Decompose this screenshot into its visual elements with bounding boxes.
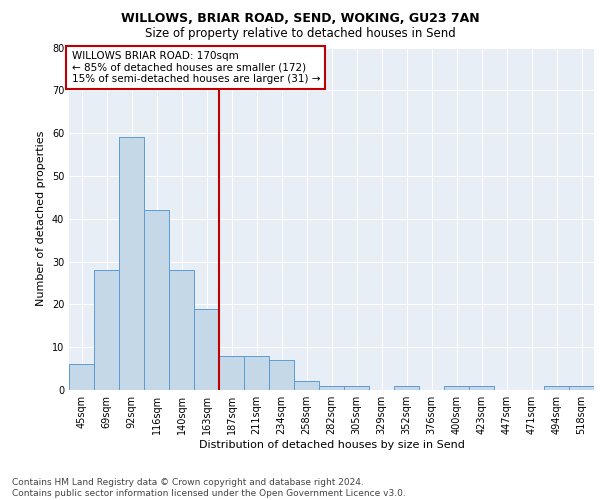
Bar	[269, 360, 294, 390]
Bar	[144, 210, 169, 390]
Bar	[219, 356, 244, 390]
Bar	[119, 138, 144, 390]
Text: WILLOWS BRIAR ROAD: 170sqm
← 85% of detached houses are smaller (172)
15% of sem: WILLOWS BRIAR ROAD: 170sqm ← 85% of deta…	[71, 51, 320, 84]
Bar	[394, 386, 419, 390]
Bar	[294, 382, 319, 390]
Text: Contains HM Land Registry data © Crown copyright and database right 2024.
Contai: Contains HM Land Registry data © Crown c…	[12, 478, 406, 498]
Bar	[69, 364, 94, 390]
Bar	[569, 386, 594, 390]
X-axis label: Distribution of detached houses by size in Send: Distribution of detached houses by size …	[199, 440, 464, 450]
Bar	[544, 386, 569, 390]
Text: Size of property relative to detached houses in Send: Size of property relative to detached ho…	[145, 28, 455, 40]
Bar	[94, 270, 119, 390]
Bar	[344, 386, 369, 390]
Bar	[169, 270, 194, 390]
Bar	[469, 386, 494, 390]
Bar	[444, 386, 469, 390]
Bar	[244, 356, 269, 390]
Bar	[194, 308, 219, 390]
Y-axis label: Number of detached properties: Number of detached properties	[36, 131, 46, 306]
Text: WILLOWS, BRIAR ROAD, SEND, WOKING, GU23 7AN: WILLOWS, BRIAR ROAD, SEND, WOKING, GU23 …	[121, 12, 479, 26]
Bar	[319, 386, 344, 390]
